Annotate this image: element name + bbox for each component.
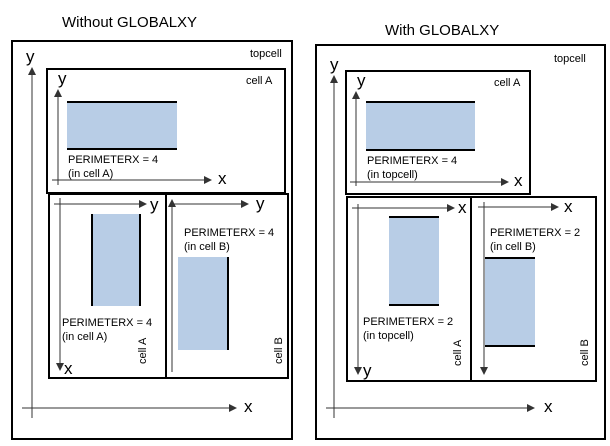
left-cell-a-rot-shape: [92, 214, 140, 306]
right-top-y-label: y: [330, 55, 339, 74]
right-cell-a-rot-shape: [389, 217, 439, 305]
left-cell-a-top-note2: (in cell A): [68, 168, 113, 180]
left-topcell-box: [11, 40, 293, 440]
right-cell-a-top-x-label: x: [514, 171, 523, 190]
right-cell-a-top-box: [345, 70, 531, 195]
right-cell-b-name: cell B: [579, 339, 591, 366]
left-cell-b-box: [165, 193, 289, 379]
right-panel: With GLOBALXY topcell y x cell A y x PER…: [315, 22, 606, 440]
right-top-x-label: x: [544, 397, 553, 416]
left-topcell-label: topcell: [250, 48, 282, 60]
right-cell-a-top-note1: PERIMETERX = 4: [367, 155, 457, 167]
right-cell-a-top-name: cell A: [494, 77, 521, 89]
left-top-x-label: x: [244, 397, 253, 416]
right-cell-a-top: cell A y x PERIMETERX = 4 (in topcell): [345, 70, 531, 195]
right-cell-a-rot-note2: (in topcell): [363, 330, 414, 342]
right-cell-b-shape: [485, 258, 535, 346]
left-title: Without GLOBALXY: [62, 14, 197, 31]
left-cell-a-rot: cell A x y PERIMETERX = 4 (in cell A): [48, 193, 167, 379]
right-cell-a-rot-name: cell A: [452, 339, 464, 366]
left-cell-b-shape: [178, 257, 228, 350]
right-title: With GLOBALXY: [385, 22, 499, 39]
left-cell-a-rot-y-label: y: [150, 195, 159, 214]
right-cell-a-rot-note1: PERIMETERX = 2: [363, 316, 453, 328]
left-cell-a-top-shape: [67, 102, 177, 149]
left-cell-a-rot-name: cell A: [137, 337, 149, 364]
left-cell-b-note1: PERIMETERX = 4: [184, 227, 274, 239]
left-cell-a-top: cell A y x PERIMETERX = 4 (in cell A): [46, 68, 286, 194]
left-cell-b-name: cell B: [273, 337, 285, 364]
left-cell-a-rot-note2: (in cell A): [62, 331, 107, 343]
right-cell-a-rot: cell A y x PERIMETERX = 2 (in topcell): [346, 196, 472, 382]
left-cell-a-top-y-label: y: [58, 69, 67, 88]
left-cell-b-note2: (in cell B): [184, 241, 230, 253]
right-cell-a-top-shape: [366, 102, 475, 150]
right-cell-b-x-label: x: [564, 197, 573, 216]
left-cell-a-top-x-label: x: [218, 169, 227, 188]
left-cell-b-y-label: y: [256, 194, 265, 213]
left-cell-a-top-note1: PERIMETERX = 4: [68, 154, 158, 166]
left-cell-a-rot-x-label: x: [64, 359, 73, 378]
right-cell-a-top-y-label: y: [357, 71, 366, 90]
left-cell-b: cell B y PERIMETERX = 4 (in cell B): [165, 193, 289, 379]
right-topcell-label: topcell: [554, 53, 586, 65]
right-cell-b-box: [470, 196, 597, 382]
left-cell-a-rot-note1: PERIMETERX = 4: [62, 317, 152, 329]
right-cell-a-top-note2: (in topcell): [367, 169, 418, 181]
right-cell-a-rot-x-label: x: [458, 198, 467, 217]
right-cell-b-note1: PERIMETERX = 2: [490, 227, 580, 239]
right-cell-b-note2: (in cell B): [490, 241, 536, 253]
right-cell-b: cell B x PERIMETERX = 2 (in cell B): [470, 196, 597, 382]
left-top-y-label: y: [26, 47, 35, 66]
right-cell-a-rot-y-label: y: [363, 361, 372, 380]
right-topcell-box: [315, 44, 606, 440]
left-panel: Without GLOBALXY topcell y x cell A y x …: [11, 14, 293, 440]
left-cell-a-top-name: cell A: [246, 75, 273, 87]
